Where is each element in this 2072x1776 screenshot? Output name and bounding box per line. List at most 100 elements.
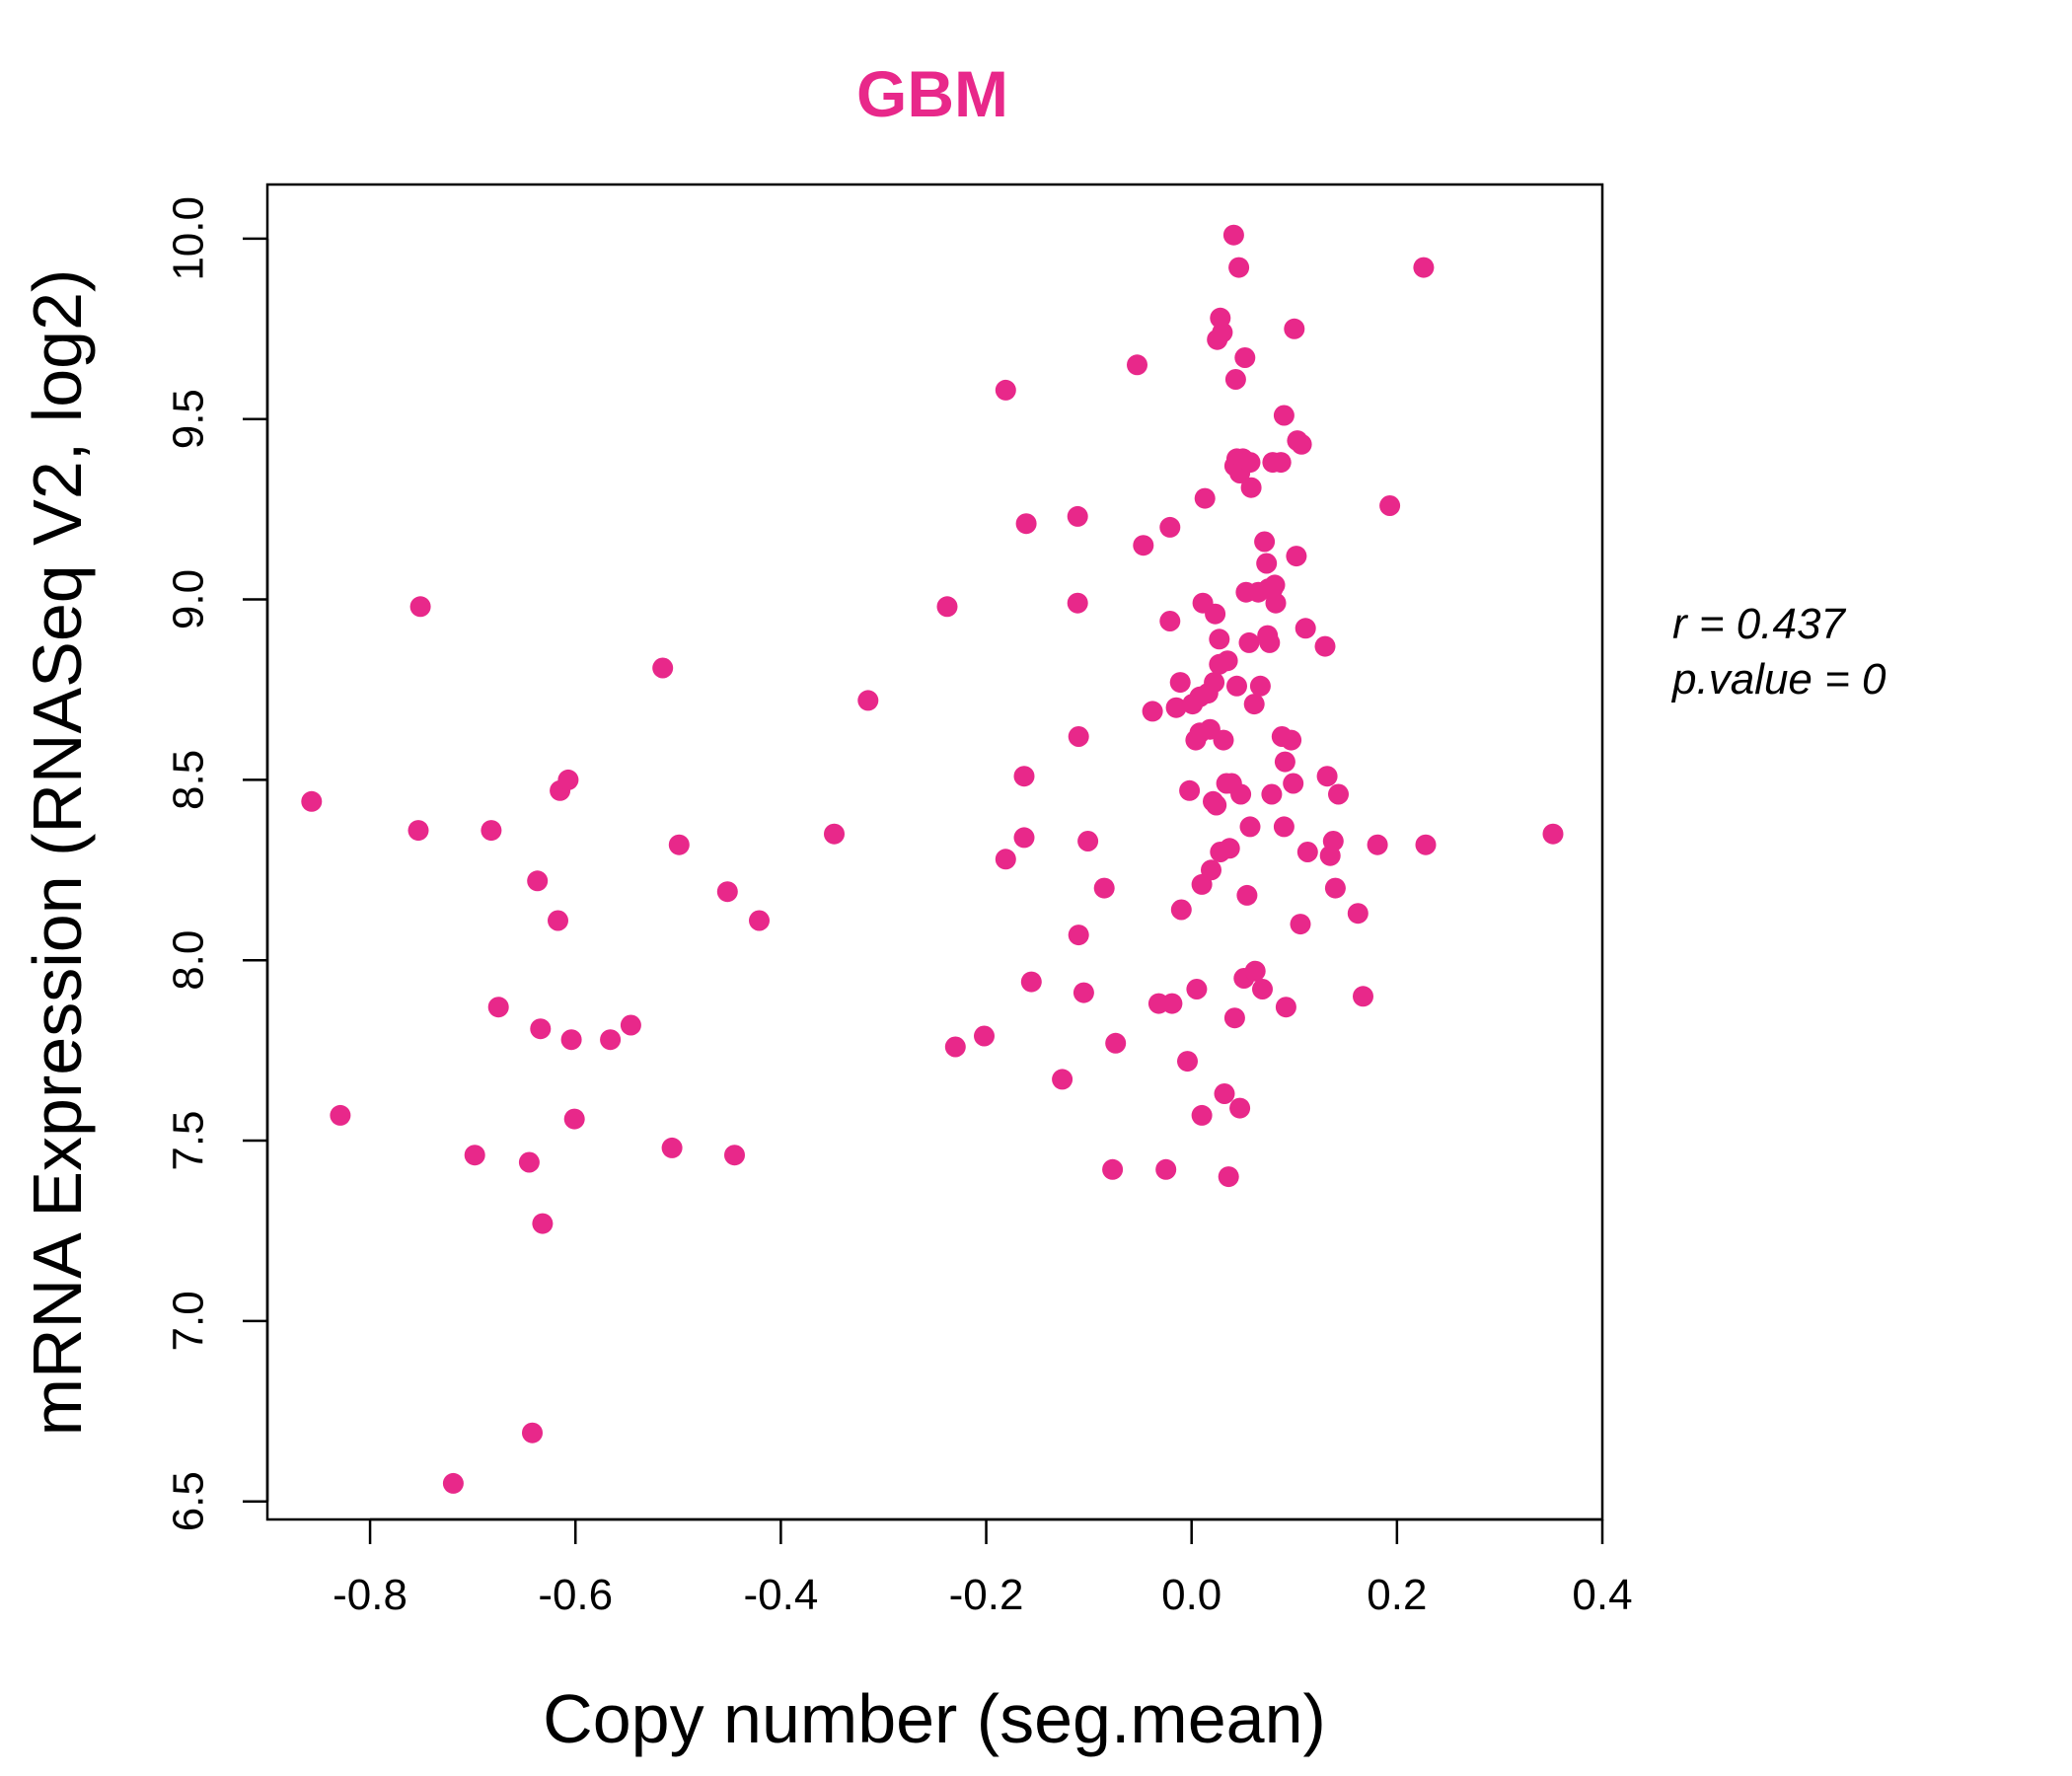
data-point — [530, 1018, 552, 1040]
data-point — [724, 1145, 745, 1166]
data-point — [1254, 531, 1276, 553]
data-point — [487, 997, 509, 1018]
data-point — [1133, 535, 1154, 556]
data-point — [1015, 513, 1037, 535]
y-tick-label: 9.0 — [165, 569, 213, 629]
data-point — [1415, 834, 1437, 855]
data-point — [1179, 779, 1201, 801]
data-point — [1102, 1158, 1124, 1180]
x-tick-label: 0.2 — [1367, 1571, 1427, 1619]
x-tick-label: -0.4 — [743, 1571, 818, 1619]
data-point — [936, 596, 958, 618]
data-point — [974, 1025, 995, 1047]
y-tick-label: 8.5 — [165, 750, 213, 810]
data-point — [527, 870, 549, 892]
x-tick-label: 0.0 — [1161, 1571, 1221, 1619]
data-point — [652, 657, 674, 679]
data-point — [1170, 899, 1192, 921]
data-point — [1186, 979, 1208, 999]
data-point — [1222, 224, 1244, 246]
data-point — [1230, 783, 1252, 805]
data-point — [1212, 322, 1233, 343]
data-point — [1283, 773, 1304, 794]
data-point — [1316, 766, 1338, 787]
y-tick-label: 8.0 — [165, 930, 213, 991]
data-point — [995, 379, 1016, 401]
data-point — [1067, 505, 1088, 527]
data-point — [1239, 816, 1261, 838]
data-point — [409, 596, 431, 618]
data-point — [464, 1145, 485, 1166]
data-point — [1127, 354, 1147, 376]
data-point — [1234, 347, 1256, 368]
data-point — [1328, 783, 1349, 805]
data-point — [716, 881, 738, 903]
data-point — [522, 1422, 543, 1443]
data-point — [1169, 672, 1191, 694]
y-tick-label: 9.5 — [165, 389, 213, 449]
y-tick-label: 6.5 — [165, 1471, 213, 1531]
data-point — [824, 823, 845, 845]
data-point — [1155, 1158, 1177, 1180]
data-point — [620, 1014, 641, 1036]
data-point — [1159, 611, 1181, 631]
data-point — [407, 820, 429, 842]
data-point — [1159, 516, 1181, 538]
data-point — [1274, 751, 1295, 773]
data-point — [1105, 1032, 1127, 1054]
data-point — [995, 849, 1016, 870]
data-point — [1249, 675, 1271, 697]
data-point — [1281, 729, 1302, 751]
x-axis: -0.8 -0.6 -0.4 -0.2 0.0 0.2 0.4 — [333, 1517, 1633, 1619]
data-point — [1161, 993, 1183, 1014]
data-point — [1243, 694, 1265, 715]
data-point — [1238, 631, 1260, 653]
y-axis-label: mRNA Expression (RNASeq V2, log2) — [19, 269, 96, 1437]
data-point — [1213, 729, 1234, 751]
data-point — [1073, 982, 1094, 1003]
data-point — [1228, 257, 1250, 278]
chart-title: GBM — [856, 57, 1008, 130]
data-point — [1204, 672, 1225, 694]
data-point — [1284, 318, 1305, 339]
data-point — [668, 834, 690, 855]
data-point — [1270, 452, 1292, 474]
data-point — [1052, 1069, 1073, 1090]
data-point — [1275, 997, 1296, 1018]
data-point — [1240, 477, 1262, 498]
data-point — [1201, 859, 1221, 881]
data-point — [330, 1104, 351, 1126]
data-point — [1226, 675, 1247, 697]
data-point — [1314, 635, 1336, 657]
data-point — [1205, 603, 1226, 625]
data-point — [1067, 592, 1088, 614]
data-point — [1218, 1166, 1239, 1188]
data-point — [1291, 433, 1312, 455]
p-value-annotation: p.value = 0 — [1670, 655, 1887, 703]
data-point — [1093, 877, 1115, 899]
data-point — [563, 1108, 585, 1130]
data-point — [560, 1029, 582, 1051]
data-point — [1296, 842, 1318, 862]
data-point — [1077, 831, 1099, 851]
y-tick-label: 7.5 — [165, 1110, 213, 1170]
r-annotation: r = 0.437 — [1672, 600, 1846, 648]
data-point — [1264, 574, 1286, 596]
data-point — [944, 1036, 966, 1058]
data-point — [1068, 925, 1089, 946]
data-point — [1367, 834, 1388, 855]
data-point — [481, 820, 502, 842]
data-point — [600, 1029, 622, 1051]
data-point — [1295, 618, 1316, 639]
data-point — [1273, 405, 1295, 426]
plot-frame — [265, 183, 1604, 1521]
data-point — [749, 910, 770, 931]
x-tick-label: -0.2 — [949, 1571, 1024, 1619]
x-tick-label: -0.6 — [538, 1571, 613, 1619]
data-point — [1068, 726, 1089, 747]
data-point — [1236, 884, 1258, 906]
data-point — [532, 1213, 554, 1234]
data-point — [1273, 816, 1295, 838]
x-tick-label: 0.4 — [1572, 1571, 1632, 1619]
data-point — [1177, 1051, 1198, 1073]
